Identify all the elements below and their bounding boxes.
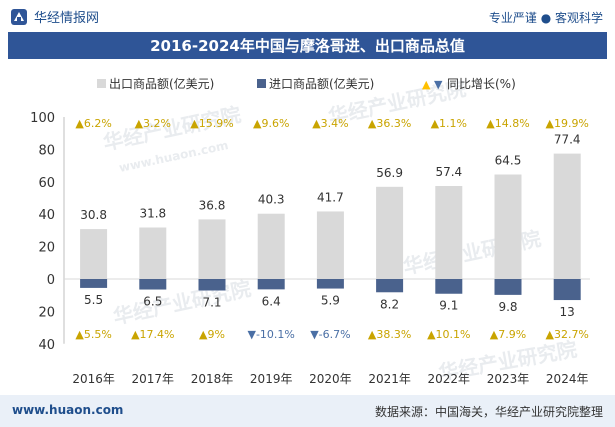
growth-labels: ▲6.2% ▲5.5% ▲3.2% ▲17.4% ▲15.9% ▲9% ▲9.6% ▼-10.… [75, 117, 589, 341]
y-tick-label: 40 [38, 208, 55, 223]
x-tick-label: 2018年 [191, 372, 234, 386]
export-growth-label: ▲1.1% [431, 117, 467, 130]
export-growth-label: ▲3.4% [312, 117, 348, 130]
export-value-label: 31.8 [139, 206, 166, 220]
y-tick-label: 20 [38, 305, 55, 320]
legend-label-import: 进口商品额(亿美元) [269, 76, 374, 91]
export-value-label: 56.9 [376, 166, 403, 180]
import-value-label: 6.5 [143, 295, 162, 309]
export-value-label: 30.8 [80, 208, 107, 222]
import-bar [553, 279, 581, 301]
y-tick-label: 100 [30, 111, 55, 126]
footer: www.huaon.com 数据来源：中国海关，华经产业研究院整理 [0, 395, 615, 427]
chart-title: 2016-2024年中国与摩洛哥进、出口商品总值 [150, 37, 465, 55]
import-bar [80, 279, 108, 288]
export-value-label: 40.3 [258, 193, 285, 207]
watermark-text: 华经产业研究院 [111, 276, 253, 329]
legend-swatch-export [97, 79, 106, 88]
export-value-label: 57.4 [435, 165, 462, 179]
brand-name: 华经情报网 [34, 11, 100, 26]
title-bar: 2016-2024年中国与摩洛哥进、出口商品总值 [8, 32, 607, 59]
y-tick-label: 60 [38, 176, 55, 191]
import-growth-label: ▲5.5% [75, 328, 111, 341]
export-value-label: 41.7 [317, 190, 344, 204]
x-tick-label: 2021年 [368, 372, 411, 386]
export-bar [257, 213, 285, 279]
export-growth-label: ▲19.9% [545, 117, 588, 130]
export-growth-label: ▲36.3% [368, 117, 411, 130]
import-value-label: 5.5 [84, 293, 103, 307]
import-bar [316, 279, 344, 289]
import-bar [139, 279, 167, 290]
import-bar [198, 279, 226, 291]
import-bar [376, 279, 404, 293]
export-growth-label: ▲15.9% [190, 117, 233, 130]
export-growth-label: ▲9.6% [253, 117, 289, 130]
import-value-label: 5.9 [321, 294, 340, 308]
x-tick-label: 2020年 [309, 372, 352, 386]
export-growth-label: ▲14.8% [486, 117, 529, 130]
export-bar [553, 153, 581, 279]
x-tick-label: 2016年 [72, 372, 115, 386]
export-bar [376, 186, 404, 279]
import-growth-label: ▲7.9% [490, 328, 526, 341]
import-value-label: 13 [560, 305, 575, 319]
x-axis-labels: 2016年 2017年 2018年 2019年 2020年 2021年 2022年 2023年… [72, 372, 588, 386]
brand-logo-icon [11, 8, 27, 25]
import-bar [257, 279, 285, 290]
top-bar: 华经情报网 专业严谨 ● 客观科学 [0, 0, 615, 32]
chart-area: 华经产业研究院 www.huaon.com 华经产业研究院 华经产业研究院 华经… [30, 76, 590, 386]
import-value-label: 9.8 [498, 300, 517, 314]
legend-swatch-import [257, 79, 266, 88]
x-tick-label: 2019年 [250, 372, 293, 386]
export-bar [198, 219, 226, 279]
tagline: 专业严谨 ● 客观科学 [488, 11, 603, 25]
brand[interactable]: 华经情报网 [10, 7, 99, 26]
import-growth-label: ▼-10.1% [248, 328, 295, 341]
export-value-label: 36.8 [199, 198, 226, 212]
y-tick-label: 80 [38, 143, 55, 158]
export-bar [435, 186, 463, 279]
watermark-text: 华经产业研究院 [401, 226, 543, 279]
export-value-label: 77.4 [554, 133, 581, 147]
y-tick-label: 0 [47, 273, 55, 288]
import-bar [435, 279, 463, 294]
export-value-label: 64.5 [495, 154, 522, 168]
legend: 出口商品额(亿美元) 进口商品额(亿美元) ▲ ▼ 同比增长(%) [97, 76, 516, 91]
bars: 30.8 5.5 31.8 6.5 36.8 7.1 40.3 6.4 41.7 5.9 56.9 8… [80, 133, 581, 319]
export-bar [316, 211, 344, 279]
legend-down-triangle-icon: ▼ [434, 78, 443, 91]
legend-label-growth: 同比增长(%) [447, 77, 516, 91]
import-bar [494, 279, 522, 295]
import-growth-label: ▲32.7% [545, 328, 588, 341]
import-growth-label: ▲9% [199, 328, 225, 341]
data-source: 数据来源：中国海关，华经产业研究院整理 [374, 405, 603, 419]
import-growth-label: ▲10.1% [427, 328, 470, 341]
x-tick-label: 2024年 [546, 372, 589, 386]
export-bar [139, 227, 167, 279]
import-value-label: 8.2 [380, 297, 399, 311]
import-value-label: 7.1 [202, 296, 221, 310]
legend-label-export: 出口商品额(亿美元) [109, 76, 214, 91]
x-tick-label: 2023年 [487, 372, 530, 386]
import-value-label: 9.1 [439, 299, 458, 313]
export-growth-label: ▲3.2% [135, 117, 171, 130]
x-tick-label: 2017年 [132, 372, 175, 386]
x-tick-label: 2022年 [428, 372, 471, 386]
y-tick-label: 20 [38, 241, 55, 256]
import-growth-label: ▼-6.7% [310, 328, 350, 341]
export-bar [494, 174, 522, 279]
export-growth-label: ▲6.2% [75, 117, 111, 130]
import-growth-label: ▲17.4% [131, 328, 174, 341]
export-bar [80, 229, 108, 279]
import-value-label: 6.4 [262, 294, 281, 308]
y-tick-label: 40 [38, 338, 55, 353]
site-link[interactable]: www.huaon.com [12, 403, 124, 417]
legend-up-triangle-icon: ▲ [422, 78, 431, 91]
import-growth-label: ▲38.3% [368, 328, 411, 341]
